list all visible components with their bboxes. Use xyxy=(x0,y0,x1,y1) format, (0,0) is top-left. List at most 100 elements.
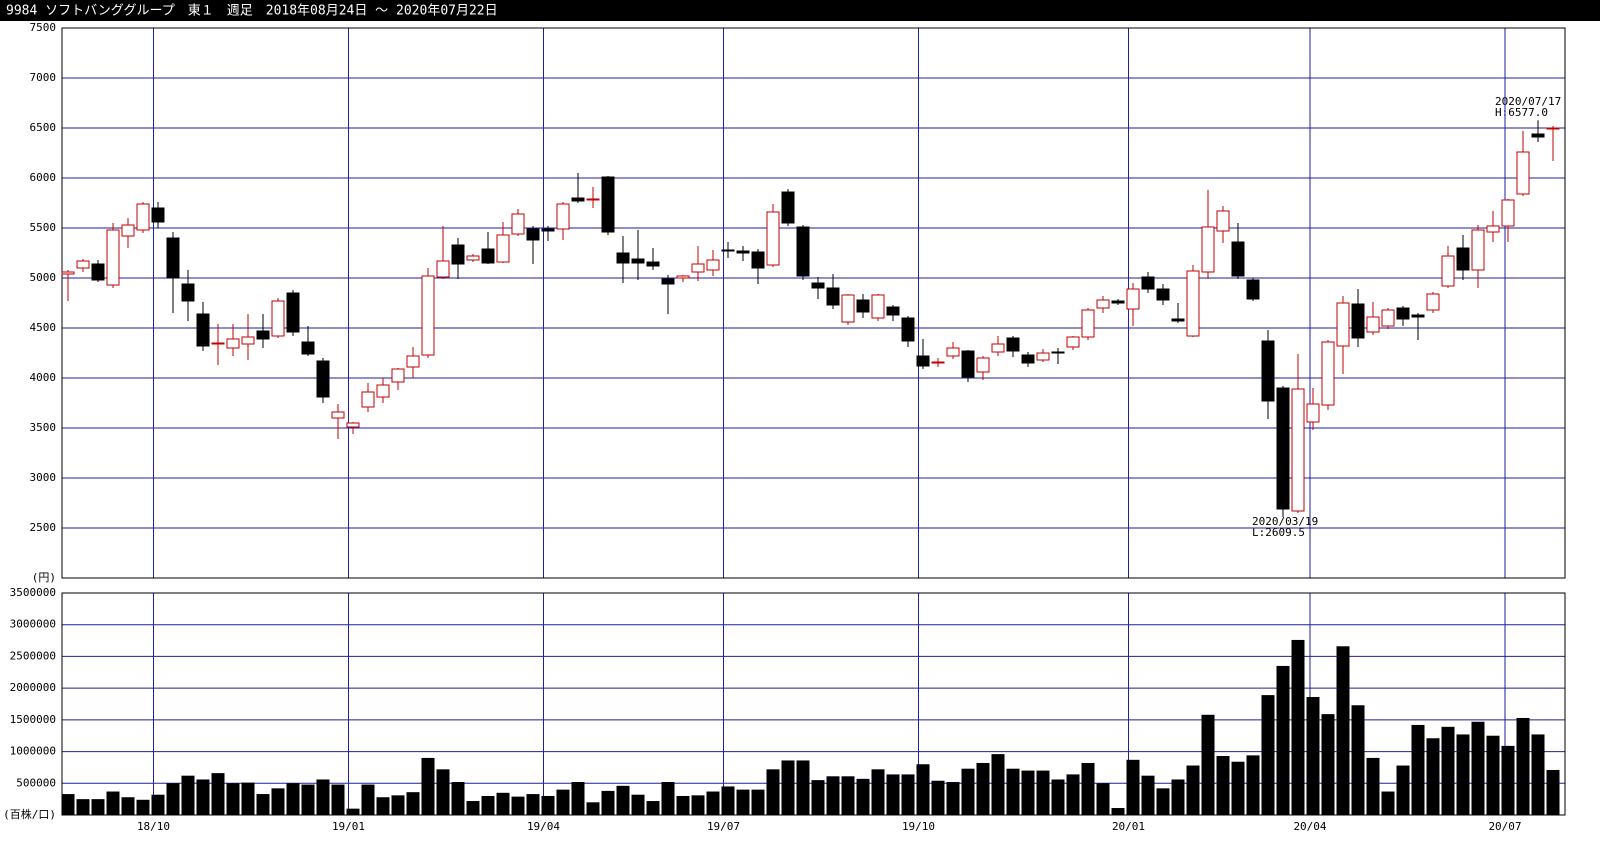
candle-body xyxy=(1531,133,1545,138)
volume-bar xyxy=(556,789,570,815)
volume-bar xyxy=(781,760,795,815)
candle-body xyxy=(676,275,690,279)
volume-bar xyxy=(1006,768,1020,815)
candle-body xyxy=(901,317,915,342)
volume-bar xyxy=(976,762,990,815)
volume-bar xyxy=(466,801,480,815)
annotation: 2020/03/19 xyxy=(1252,515,1318,528)
volume-bar xyxy=(1216,756,1230,815)
volume-bar xyxy=(181,775,195,815)
candle-body xyxy=(496,234,510,263)
candle-body xyxy=(241,336,255,345)
candle-body xyxy=(1246,279,1260,300)
candle-body xyxy=(181,283,195,302)
candle-body xyxy=(526,228,540,241)
candle-body xyxy=(931,361,945,364)
volume-bar xyxy=(301,784,315,815)
candle-body xyxy=(1276,387,1290,510)
volume-bar xyxy=(136,799,150,815)
volume-bar xyxy=(1411,724,1425,815)
candle-body xyxy=(1021,354,1035,364)
volume-bar xyxy=(1051,779,1065,815)
candle-body xyxy=(1111,300,1125,304)
volume-bar xyxy=(226,783,240,815)
volume-bar xyxy=(721,786,735,815)
volume-bar xyxy=(1426,738,1440,815)
candle-body xyxy=(1051,351,1065,354)
volume-bar xyxy=(946,782,960,815)
candle-body xyxy=(886,306,900,316)
volume-bar xyxy=(1381,791,1395,815)
volume-bar xyxy=(751,789,765,815)
candle-body xyxy=(871,294,885,319)
volume-bar xyxy=(1261,695,1275,815)
candle-body xyxy=(301,341,315,355)
candle-body xyxy=(1096,299,1110,309)
annotation: 2020/07/17 xyxy=(1495,95,1561,108)
y-tick-label: 6500 xyxy=(30,121,57,134)
candle-body xyxy=(121,224,135,237)
candle-body xyxy=(781,191,795,224)
volume-bar xyxy=(316,779,330,815)
volume-bar xyxy=(1351,705,1365,815)
volume-bar xyxy=(1201,714,1215,815)
x-tick-label: 19/01 xyxy=(332,820,365,833)
y-tick-label: 2500 xyxy=(30,521,57,534)
volume-bar xyxy=(61,794,75,815)
candle-body xyxy=(391,368,405,383)
candle-body xyxy=(541,228,555,232)
candle-body xyxy=(751,251,765,269)
candle-body xyxy=(1066,336,1080,348)
volume-bar xyxy=(406,792,420,815)
candle-body xyxy=(91,263,105,281)
volume-bar xyxy=(766,769,780,815)
volume-bar xyxy=(346,808,360,815)
candle-body xyxy=(481,248,495,264)
candle-body xyxy=(1546,127,1560,130)
volume-bar xyxy=(331,784,345,815)
candle-body xyxy=(1126,288,1140,310)
candle-body xyxy=(331,411,345,419)
candle-body xyxy=(1471,229,1485,271)
volume-bar xyxy=(241,782,255,815)
volume-bar xyxy=(1441,726,1455,815)
candle-body xyxy=(991,343,1005,353)
volume-bar xyxy=(796,760,810,815)
candle-body xyxy=(1291,388,1305,512)
candle-body xyxy=(106,229,120,286)
volume-bar xyxy=(286,783,300,815)
y-tick-label: 7500 xyxy=(30,21,57,34)
candle-body xyxy=(661,278,675,285)
candle-body xyxy=(196,313,210,347)
candle-body xyxy=(1441,255,1455,287)
candle-body xyxy=(316,360,330,398)
candle-body xyxy=(136,203,150,231)
chart-title: 9984 ソフトバンググループ 東１ 週足 2018年08月24日 ～ 2020… xyxy=(6,3,498,19)
volume-bar xyxy=(1021,770,1035,815)
candle-body xyxy=(1381,309,1395,327)
volume-bar xyxy=(91,799,105,815)
candle-body xyxy=(631,258,645,264)
volume-bar xyxy=(481,795,495,815)
candle-body xyxy=(916,355,930,367)
candle-body xyxy=(721,249,735,252)
x-tick-label: 19/07 xyxy=(707,820,740,833)
x-tick-label: 20/01 xyxy=(1112,820,1145,833)
candle-body xyxy=(511,213,525,235)
candle-body xyxy=(706,259,720,271)
candle-body xyxy=(346,422,360,428)
candle-body xyxy=(1456,247,1470,271)
volume-bar xyxy=(1066,774,1080,815)
y-tick-label: 5500 xyxy=(30,221,57,234)
volume-bar xyxy=(1141,775,1155,815)
candle-body xyxy=(1411,314,1425,318)
volume-bar xyxy=(871,769,885,815)
candle-body xyxy=(646,261,660,267)
candle-body xyxy=(1306,403,1320,423)
candle-body xyxy=(1141,276,1155,290)
y-tick-label: 500000 xyxy=(16,776,56,789)
y-tick-label: 3000 xyxy=(30,471,57,484)
candle-body xyxy=(1006,337,1020,352)
candle-body xyxy=(421,275,435,356)
candle-body xyxy=(1516,151,1530,195)
